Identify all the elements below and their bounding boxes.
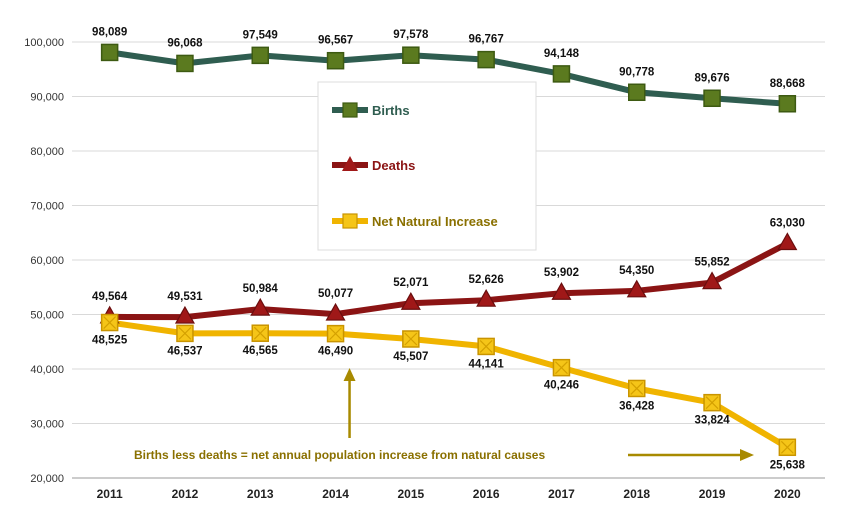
data-labels: 98,089 96,068 97,549 96,567 97,578 96,767 94,1… — [92, 26, 805, 471]
point-deaths — [476, 288, 497, 307]
point-deaths — [702, 271, 723, 290]
data-label-births: 97,549 — [243, 29, 278, 41]
data-label-deaths: 49,564 — [92, 291, 128, 303]
x-tick-label: 2018 — [623, 487, 650, 501]
x-tick-label: 2015 — [397, 487, 424, 501]
point-deaths — [250, 297, 271, 316]
x-tick-label: 2016 — [473, 487, 500, 501]
data-label-net-natural-increase: 45,507 — [393, 351, 428, 363]
annotation-text: Births less deaths = net annual populati… — [134, 448, 545, 462]
data-label-deaths: 55,852 — [694, 257, 729, 269]
data-label-deaths: 52,071 — [393, 277, 429, 289]
point-births — [402, 46, 420, 64]
point-deaths — [325, 302, 346, 321]
data-label-births: 96,068 — [167, 37, 203, 49]
point-net-natural-increase — [552, 358, 571, 377]
legend-item-net-natural-increase: Net Natural Increase — [332, 213, 498, 229]
point-net-natural-increase — [100, 313, 119, 332]
point-net-natural-increase — [628, 379, 646, 398]
legend: Births Deaths Net Natural Increase — [317, 81, 537, 251]
point-net-natural-increase — [402, 330, 420, 348]
data-label-net-natural-increase: 46,490 — [318, 346, 353, 358]
data-label-net-natural-increase: 25,638 — [770, 459, 806, 471]
data-label-deaths: 54,350 — [619, 265, 654, 277]
series-layer — [99, 43, 798, 457]
data-label-deaths: 50,077 — [318, 288, 353, 300]
data-label-net-natural-increase: 36,428 — [619, 400, 655, 412]
point-net-natural-increase — [326, 324, 345, 343]
point-net-natural-increase — [778, 438, 797, 457]
point-births — [100, 43, 119, 62]
data-label-net-natural-increase: 46,565 — [243, 345, 279, 357]
y-tick-label: 40,000 — [30, 364, 64, 376]
data-label-births: 97,578 — [393, 29, 429, 41]
point-births — [703, 89, 721, 108]
legend-item-births: Births — [332, 102, 410, 118]
point-net-natural-increase — [251, 324, 269, 342]
x-tick-label: 2020 — [774, 487, 801, 501]
series-line-births — [109, 49, 788, 107]
point-deaths — [626, 279, 647, 298]
y-tick-label: 80,000 — [30, 146, 64, 158]
point-births — [552, 65, 571, 83]
data-label-deaths: 50,984 — [243, 283, 279, 295]
point-deaths — [551, 282, 572, 300]
data-label-net-natural-increase: 33,824 — [694, 415, 730, 427]
point-deaths — [174, 305, 195, 324]
y-tick-label: 20,000 — [30, 473, 64, 485]
x-tick-label: 2014 — [322, 487, 349, 501]
data-label-deaths: 52,626 — [469, 274, 504, 286]
annotation-arrowhead-up — [343, 368, 356, 381]
y-tick-label: 50,000 — [30, 310, 64, 322]
point-deaths — [400, 291, 421, 310]
data-label-births: 96,767 — [469, 34, 504, 46]
data-label-deaths: 63,030 — [770, 217, 805, 229]
legend-item-deaths: Deaths — [332, 156, 415, 173]
data-label-births: 89,676 — [694, 72, 729, 84]
data-label-net-natural-increase: 40,246 — [544, 380, 579, 392]
data-label-net-natural-increase: 44,141 — [469, 358, 505, 370]
y-tick-label: 60,000 — [30, 255, 64, 267]
point-deaths — [777, 232, 798, 251]
point-net-natural-increase — [176, 324, 194, 343]
point-births — [251, 46, 269, 65]
x-axis: 2011 2012 2013 2014 2015 2016 2017 2018 2019 2020 — [72, 477, 825, 501]
x-tick-label: 2017 — [548, 487, 575, 501]
annotation: Births less deaths = net annual populati… — [134, 368, 754, 462]
data-label-deaths: 53,902 — [544, 267, 579, 279]
x-tick-label: 2011 — [97, 487, 123, 501]
series-line-deaths — [109, 240, 789, 321]
data-label-deaths: 49,531 — [167, 291, 203, 303]
data-label-births: 94,148 — [544, 48, 580, 60]
x-tick-label: 2012 — [172, 487, 199, 501]
y-tick-label: 90,000 — [30, 92, 64, 104]
point-births — [628, 83, 646, 102]
series-line-net-natural-increase — [109, 319, 789, 450]
data-label-net-natural-increase: 48,525 — [92, 335, 128, 347]
legend-label-deaths: Deaths — [372, 158, 415, 173]
point-births — [326, 51, 345, 70]
data-label-births: 96,567 — [318, 35, 353, 47]
data-label-births: 98,089 — [92, 26, 127, 38]
x-tick-label: 2013 — [247, 487, 274, 501]
data-label-net-natural-increase: 46,537 — [167, 345, 202, 357]
y-tick-label: 100,000 — [24, 37, 64, 49]
data-label-births: 90,778 — [619, 66, 655, 78]
data-label-births: 88,668 — [770, 78, 806, 90]
point-births — [176, 54, 194, 73]
point-births — [778, 95, 797, 113]
legend-label-births: Births — [372, 103, 410, 118]
point-net-natural-increase — [703, 393, 721, 412]
x-tick-label: 2019 — [699, 487, 726, 501]
y-axis: 20,000 30,000 40,000 50,000 60,000 70,000 80,0… — [24, 37, 64, 485]
point-net-natural-increase — [477, 337, 495, 356]
annotation-arrowhead-right — [740, 449, 754, 461]
y-tick-label: 30,000 — [30, 419, 64, 431]
point-births — [477, 50, 495, 69]
legend-label-net-natural-increase: Net Natural Increase — [372, 214, 498, 229]
y-tick-label: 70,000 — [30, 201, 64, 213]
